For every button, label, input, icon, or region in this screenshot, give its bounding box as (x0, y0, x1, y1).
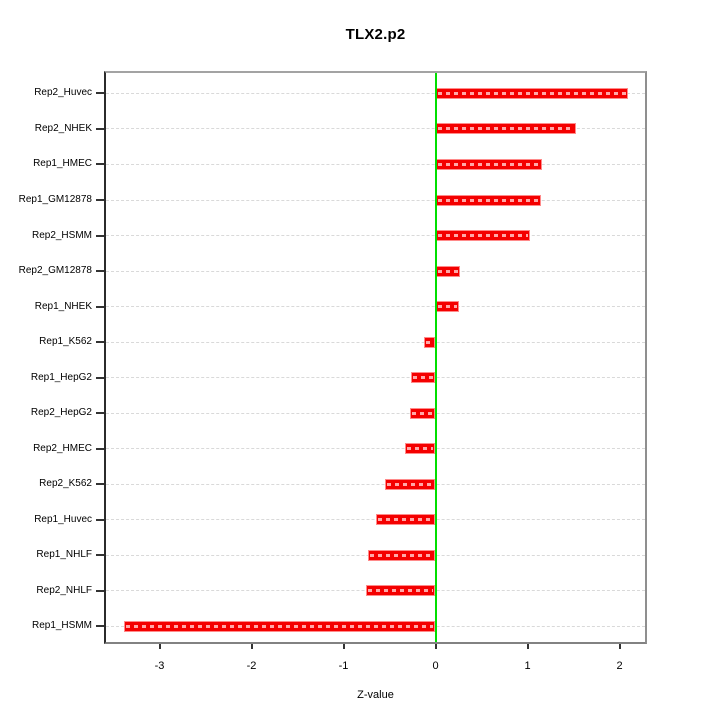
zero-line (434, 73, 437, 642)
gridline (106, 235, 645, 237)
y-tick (96, 234, 104, 237)
x-tick-label: -2 (246, 660, 257, 672)
y-tick (96, 518, 104, 521)
bar (435, 194, 542, 206)
gridline (106, 306, 645, 308)
y-tick (96, 127, 104, 130)
bar (435, 123, 577, 135)
bar-stripe (437, 234, 529, 238)
y-axis-label: Rep1_Huvec (34, 513, 92, 525)
x-axis-title: Z-value (357, 689, 394, 701)
x-tick (434, 644, 437, 649)
x-tick (158, 644, 161, 649)
bar (435, 265, 461, 277)
x-tick (342, 644, 345, 649)
x-tick-label: 2 (616, 660, 623, 672)
y-tick (96, 199, 104, 201)
bar-stripe (386, 482, 434, 486)
y-tick (96, 270, 104, 273)
chart-title: TLX2.p2 (345, 26, 406, 43)
y-axis-label: Rep2_HMEC (33, 442, 92, 454)
y-axis-label: Rep2_GM12878 (18, 265, 92, 277)
y-tick (96, 163, 104, 166)
bar (409, 407, 436, 419)
bar-stripe (377, 518, 434, 522)
y-axis-label: Rep1_NHEK (34, 300, 92, 312)
x-tick-label: 0 (432, 660, 439, 672)
x-tick-label: 1 (524, 660, 531, 672)
y-tick (96, 341, 104, 344)
bar (365, 585, 436, 597)
y-axis-label: Rep1_HepG2 (30, 371, 92, 383)
y-tick (96, 92, 104, 95)
y-tick (96, 447, 104, 450)
bar-stripe (407, 447, 434, 451)
bar-stripe (370, 553, 434, 557)
y-axis-label: Rep1_NHLF (36, 549, 92, 561)
gridline (106, 270, 645, 272)
bar-stripe (437, 162, 541, 166)
bar-stripe (411, 411, 434, 415)
gridline (106, 163, 645, 165)
bar (435, 301, 460, 313)
x-tick-label: -1 (338, 660, 349, 672)
y-tick (96, 589, 104, 592)
gridline (106, 377, 645, 379)
bar-stripe (125, 624, 434, 628)
bar (405, 443, 436, 455)
gridline (106, 519, 645, 521)
bar (435, 158, 543, 170)
x-tick (250, 644, 253, 649)
bar-stripe (367, 589, 434, 593)
y-axis-label: Rep1_K562 (39, 336, 92, 348)
gridline (106, 92, 645, 94)
gridline (106, 483, 645, 485)
y-axis-label: Rep1_HSMM (31, 620, 92, 632)
x-tick-label: -3 (154, 660, 165, 672)
bar (384, 478, 436, 490)
bar (368, 549, 436, 561)
bar-stripe (412, 376, 434, 380)
y-axis-label: Rep2_HepG2 (30, 407, 92, 419)
y-tick (96, 376, 104, 379)
gridline (106, 128, 645, 130)
bar-stripe (437, 305, 458, 309)
bar-stripe (437, 127, 575, 131)
y-axis-label: Rep1_HMEC (33, 158, 92, 170)
bar (410, 372, 436, 384)
bar (435, 230, 531, 242)
y-tick (96, 625, 104, 628)
bar (123, 620, 436, 632)
bar (435, 87, 628, 99)
x-tick (526, 644, 529, 649)
gridline (106, 199, 645, 201)
y-axis-label: Rep2_HSMM (31, 229, 92, 241)
plot-area (104, 71, 647, 644)
x-tick (618, 644, 621, 649)
bar (375, 514, 436, 526)
y-axis-label: Rep2_NHEK (34, 122, 92, 134)
y-axis-label: Rep2_Huvec (34, 87, 92, 99)
y-axis-label: Rep2_K562 (39, 478, 92, 490)
y-tick (96, 483, 104, 486)
bar-stripe (425, 340, 434, 344)
bar-stripe (437, 91, 626, 95)
bar-stripe (437, 269, 459, 273)
bar-stripe (437, 198, 540, 202)
y-axis-label: Rep2_NHLF (36, 584, 92, 596)
y-tick (96, 412, 104, 415)
gridline (106, 341, 645, 343)
y-axis-label: Rep1_GM12878 (18, 194, 92, 205)
gridline (106, 412, 645, 414)
y-tick (96, 305, 104, 308)
gridline (106, 448, 645, 450)
y-tick (96, 554, 104, 557)
